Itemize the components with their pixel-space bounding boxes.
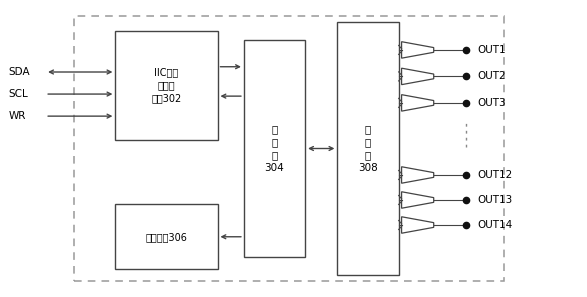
Text: WR: WR [8,111,26,121]
Text: OUT1: OUT1 [478,45,506,55]
Text: SDA: SDA [8,67,30,77]
Text: IIC串行
总线控
制器302: IIC串行 总线控 制器302 [151,67,181,103]
Text: OUT14: OUT14 [478,220,513,230]
Text: OUT12: OUT12 [478,170,513,180]
Bar [244,40,305,257]
Text: OUT3: OUT3 [478,98,506,108]
Polygon shape [402,42,434,58]
Text: OUT13: OUT13 [478,195,513,205]
Bar [75,16,504,281]
Text: 寄
存
器
308: 寄 存 器 308 [358,124,378,173]
Text: OUT2: OUT2 [478,71,506,81]
Polygon shape [402,68,434,85]
Bar [115,204,218,269]
Polygon shape [402,192,434,208]
Text: 控
制
器
304: 控 制 器 304 [265,124,284,173]
Polygon shape [402,167,434,183]
Polygon shape [402,217,434,233]
Bar [338,22,399,275]
Bar [115,31,218,140]
Polygon shape [402,95,434,111]
Text: 存储单元306: 存储单元306 [146,232,187,242]
Text: SCL: SCL [8,89,28,99]
